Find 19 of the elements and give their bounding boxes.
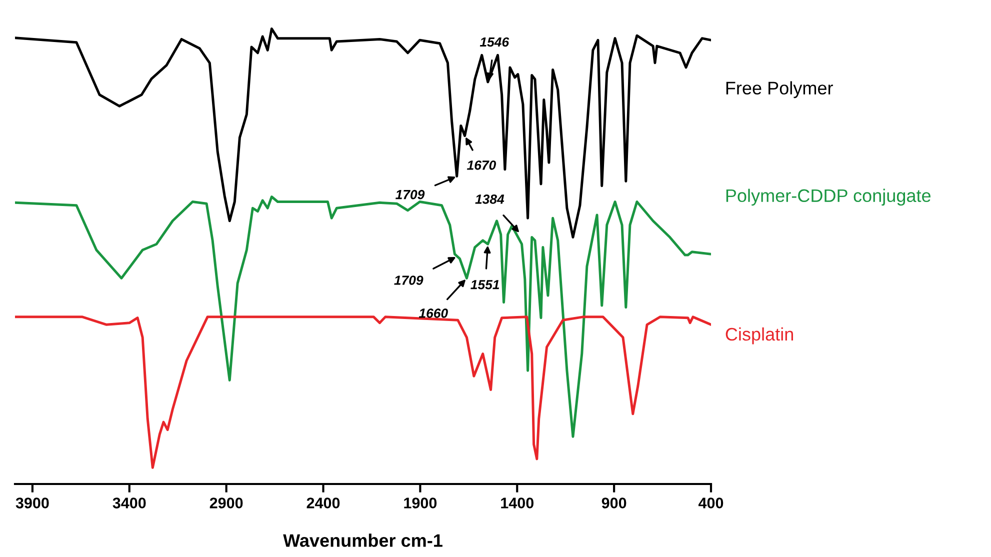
annotation: 1546 — [480, 37, 510, 47]
x-tick-label: 2400 — [306, 498, 340, 508]
annotation: 1660 — [418, 308, 448, 318]
annotation: 1670 — [466, 160, 496, 170]
annotation: 1384 — [475, 194, 504, 204]
series-label: Cisplatin — [726, 327, 793, 344]
x-tick-label: 900 — [602, 498, 626, 508]
x-tick-label: 1900 — [404, 498, 437, 508]
annotation: 1709 — [394, 276, 424, 285]
x-tick-label: 2900 — [210, 498, 243, 508]
x-axis-title: Wavenumber cm-1 — [283, 534, 442, 547]
text: Free Polymer — [726, 81, 833, 98]
annotation: 1551 — [470, 280, 500, 290]
x-tick-label: 400 — [698, 498, 724, 508]
annotation: 1709 — [396, 190, 425, 200]
x-tick-label: 1400 — [501, 498, 534, 508]
x-tick-label: 3400 — [112, 498, 146, 508]
text: Polymer-CDDP conjugate — [726, 188, 931, 206]
x-tick-label: 3900 — [16, 498, 49, 508]
